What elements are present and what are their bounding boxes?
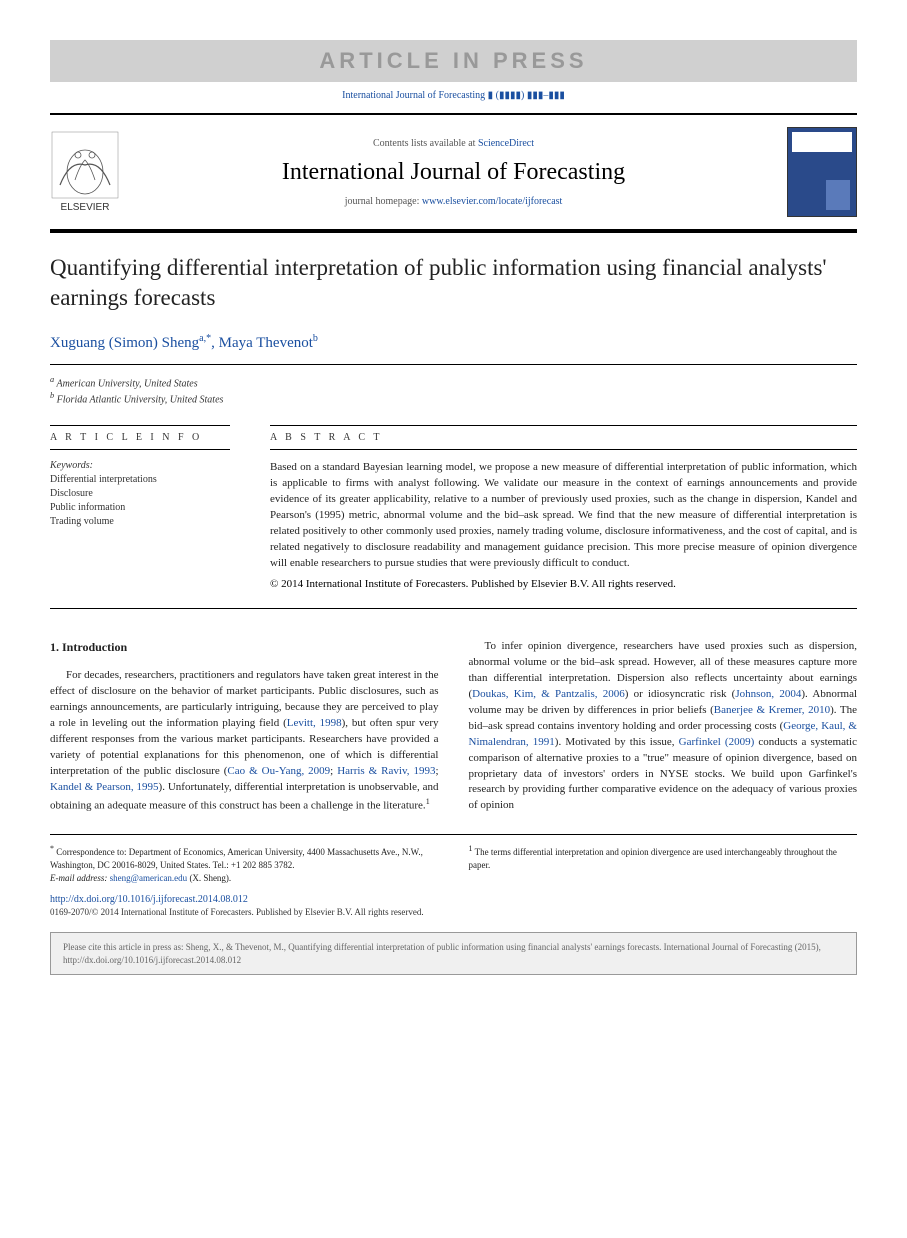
- journal-header: ELSEVIER Contents lists available at Sci…: [50, 113, 857, 233]
- abstract-text: Based on a standard Bayesian learning mo…: [270, 460, 857, 572]
- citation-link[interactable]: Harris & Raviv, 1993: [337, 765, 435, 777]
- journal-homepage-line: journal homepage: www.elsevier.com/locat…: [135, 196, 772, 207]
- citation-link[interactable]: Kandel & Pearson, 1995: [50, 781, 159, 793]
- keywords-label: Keywords:: [50, 460, 230, 471]
- body-paragraph: For decades, researchers, practitioners …: [50, 668, 439, 814]
- footnote: 1 The terms differential interpretation …: [469, 843, 858, 871]
- article-info-heading: A R T I C L E I N F O: [50, 425, 230, 450]
- author-link[interactable]: Maya Thevenot: [219, 335, 313, 351]
- keyword: Disclosure: [50, 487, 230, 501]
- page-copyright: 0169-2070/© 2014 International Institute…: [50, 907, 857, 917]
- abstract-copyright: © 2014 International Institute of Foreca…: [270, 578, 857, 590]
- author-marker: b: [313, 333, 318, 344]
- email-link[interactable]: sheng@american.edu: [110, 873, 188, 883]
- journal-cover-thumbnail: [787, 127, 857, 217]
- author-link[interactable]: Xuguang (Simon) Sheng: [50, 335, 199, 351]
- journal-homepage-link[interactable]: www.elsevier.com/locate/ijforecast: [422, 196, 562, 207]
- section-heading: 1. Introduction: [50, 639, 439, 656]
- affiliation: b Florida Atlantic University, United St…: [50, 391, 857, 405]
- citation-link[interactable]: Garfinkel (2009): [679, 736, 755, 748]
- citation-link[interactable]: Cao & Ou-Yang, 2009: [227, 765, 330, 777]
- doi-link[interactable]: http://dx.doi.org/10.1016/j.ijforecast.2…: [50, 894, 857, 905]
- body-paragraph: To infer opinion divergence, researchers…: [469, 639, 858, 814]
- svg-text:ELSEVIER: ELSEVIER: [61, 202, 110, 213]
- affiliation-list: a American University, United States b F…: [50, 375, 857, 406]
- citation-header: International Journal of Forecasting ▮ (…: [50, 90, 857, 101]
- journal-title: International Journal of Forecasting: [135, 159, 772, 186]
- keyword: Public information: [50, 501, 230, 515]
- citation-box: Please cite this article in press as: Sh…: [50, 932, 857, 975]
- contents-available-line: Contents lists available at ScienceDirec…: [135, 138, 772, 149]
- footnotes-block: * Correspondence to: Department of Econo…: [50, 834, 857, 884]
- abstract-heading: A B S T R A C T: [270, 425, 857, 450]
- keyword: Trading volume: [50, 515, 230, 529]
- corresponding-author-note: * Correspondence to: Department of Econo…: [50, 843, 439, 871]
- keyword: Differential interpretations: [50, 473, 230, 487]
- article-in-press-banner: ARTICLE IN PRESS: [50, 40, 857, 82]
- author-marker: a,*: [199, 333, 211, 344]
- sciencedirect-link[interactable]: ScienceDirect: [478, 138, 534, 149]
- email-line: E-mail address: sheng@american.edu (X. S…: [50, 872, 439, 885]
- citation-link[interactable]: Banerjee & Kremer, 2010: [714, 704, 830, 716]
- elsevier-logo: ELSEVIER: [50, 130, 120, 215]
- affiliation: a American University, United States: [50, 375, 857, 389]
- footnote-marker[interactable]: 1: [426, 797, 430, 806]
- citation-link[interactable]: Doukas, Kim, & Pantzalis, 2006: [472, 688, 625, 700]
- article-title: Quantifying differential interpretation …: [50, 253, 857, 313]
- citation-link[interactable]: Levitt, 1998: [287, 717, 342, 729]
- author-list: Xuguang (Simon) Shenga,*, Maya Thevenotb: [50, 333, 857, 365]
- citation-link[interactable]: Johnson, 2004: [735, 688, 801, 700]
